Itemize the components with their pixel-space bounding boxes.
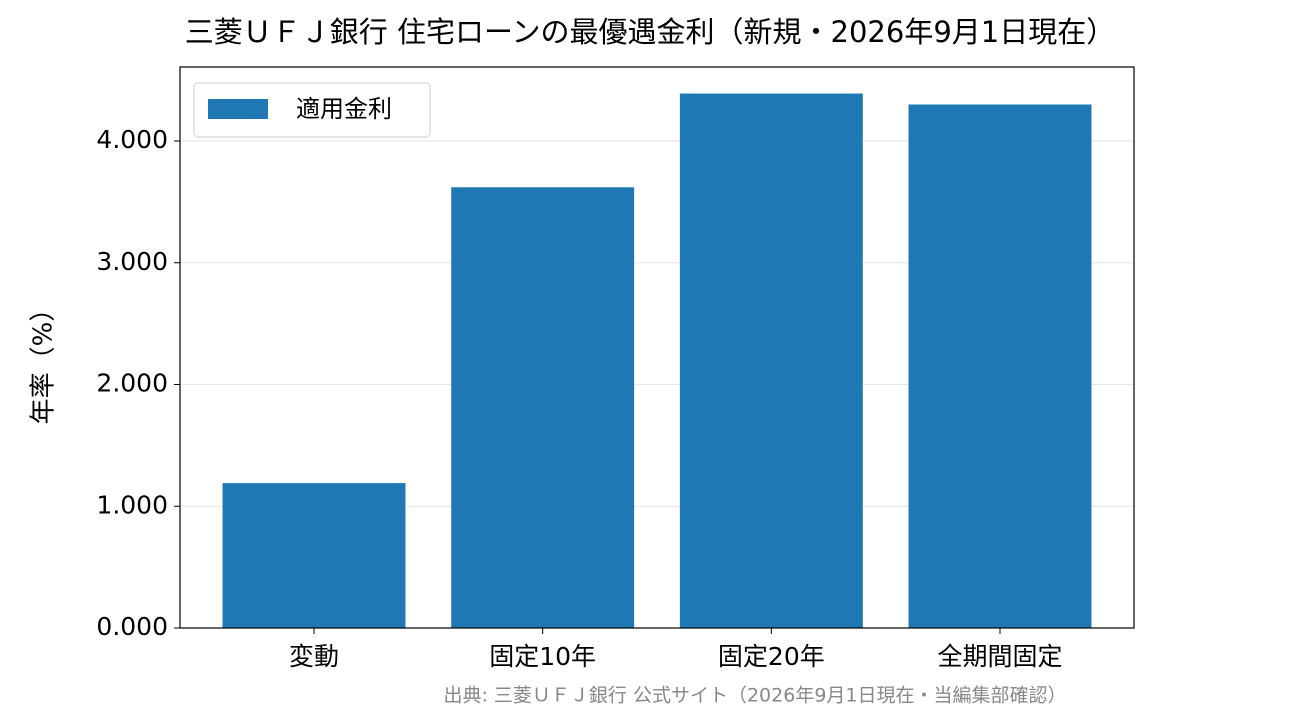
y-tick-label: 2.000	[96, 369, 168, 398]
chart-title: 三菱ＵＦＪ銀行 住宅ローンの最優遇金利（新規・2026年9月1日現在）	[185, 15, 1115, 49]
bar	[679, 93, 863, 629]
x-tick-label: 変動	[289, 642, 339, 671]
bar	[222, 483, 406, 628]
y-axis-label: 年率（%）	[29, 296, 59, 425]
y-tick-label: 3.000	[96, 247, 168, 276]
legend-swatch	[208, 99, 268, 119]
legend-box	[193, 82, 431, 138]
x-tick-label: 固定10年	[489, 642, 596, 671]
y-tick-label: 1.000	[96, 490, 168, 519]
source-note: 出典: 三菱ＵＦＪ銀行 公式サイト（2026年9月1日現在・当編集部確認）	[443, 685, 1066, 707]
y-tick-label: 0.000	[96, 612, 168, 641]
bar	[908, 104, 1092, 629]
plot-frame	[179, 66, 1135, 629]
x-tick-label: 全期間固定	[937, 642, 1062, 671]
y-tick-label: 4.000	[96, 125, 168, 154]
bar	[451, 187, 635, 628]
x-tick-label: 固定20年	[718, 642, 825, 671]
legend-label: 適用金利	[296, 95, 392, 123]
